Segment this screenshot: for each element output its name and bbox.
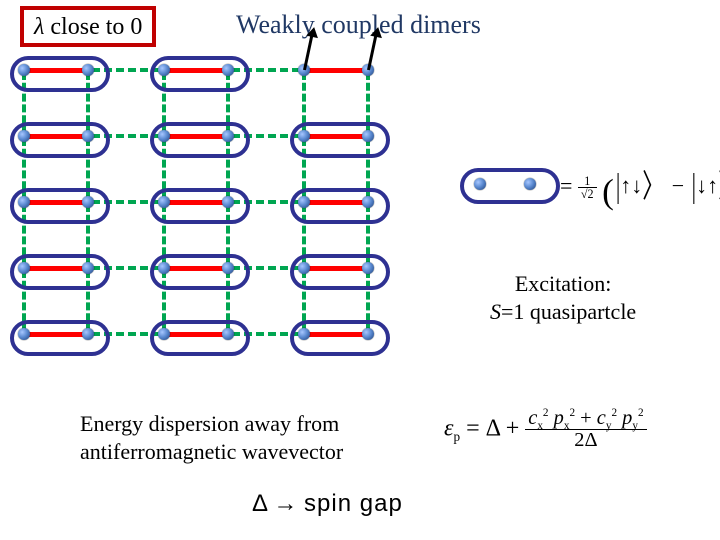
excitation-line2: S=1 quasipartcle [490, 298, 636, 326]
singlet-state-formula: = 1√2 (|↑↓〉 − |↓↑〉) [560, 168, 720, 212]
legend-spin-site [474, 178, 486, 190]
dispersion-caption: Energy dispersion away from antiferromag… [80, 410, 410, 465]
spin-site [18, 262, 30, 274]
spin-site [362, 130, 374, 142]
spin-site [82, 262, 94, 274]
spin-site [82, 328, 94, 340]
spin-site [298, 196, 310, 208]
spin-site [222, 130, 234, 142]
spin-site [158, 196, 170, 208]
spin-site [158, 130, 170, 142]
spin-site [362, 328, 374, 340]
lambda-condition-box: λ close to 0 [20, 6, 156, 47]
spin-site [298, 130, 310, 142]
spin-site [18, 328, 30, 340]
singlet-dimer-legend [460, 168, 560, 204]
spin-site [158, 328, 170, 340]
spin-site [82, 196, 94, 208]
spin-site [298, 262, 310, 274]
dispersion-formula: εp = Δ + cx2 px2 + cy2 py22Δ [444, 408, 647, 452]
spin-site [82, 130, 94, 142]
spin-site [298, 328, 310, 340]
spin-site [362, 196, 374, 208]
spin-site [18, 130, 30, 142]
legend-spin-site [524, 178, 536, 190]
spin-site [222, 64, 234, 76]
spin-site [362, 262, 374, 274]
lambda-condition-text: λ close to 0 [34, 14, 142, 40]
spin-site [18, 196, 30, 208]
spin-site [222, 196, 234, 208]
spin-gap-definition: Δ → spin gap [252, 490, 403, 518]
excitation-label: Excitation: S=1 quasipartcle [490, 270, 636, 325]
excitation-line1: Excitation: [490, 270, 636, 298]
page-title: Weakly coupled dimers [236, 10, 481, 40]
spin-site [158, 64, 170, 76]
spin-site [158, 262, 170, 274]
spin-site [222, 262, 234, 274]
spin-site [18, 64, 30, 76]
spin-site [222, 328, 234, 340]
spin-site [82, 64, 94, 76]
strong-bond [304, 68, 368, 73]
